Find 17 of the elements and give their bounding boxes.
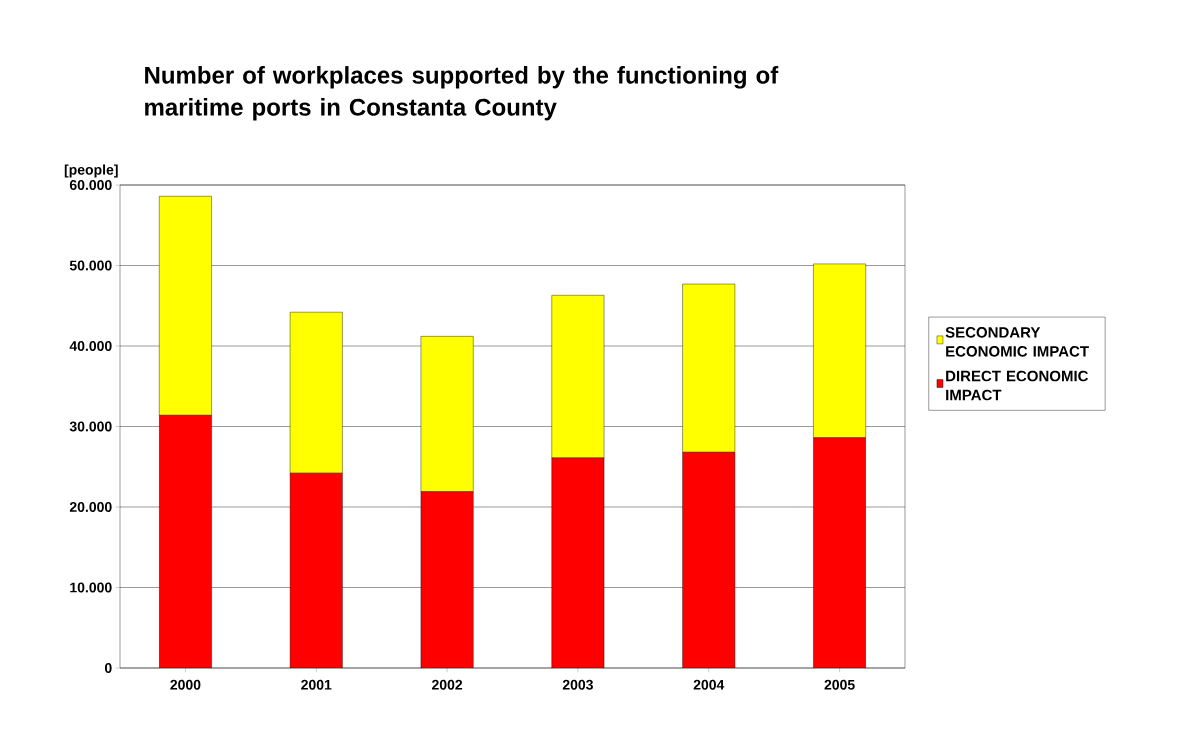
- y-tick-label: 30.000: [69, 421, 112, 432]
- legend-label: DIRECT ECONOMIC IMPACT: [946, 370, 1089, 401]
- legend-label: SECONDARY ECONOMIC IMPACT: [945, 327, 1089, 357]
- y-tick-label: 10.000: [70, 582, 112, 593]
- x-tick-label: 2002: [432, 679, 463, 690]
- x-tick-label: 2003: [562, 679, 593, 690]
- y-tick-label: 50.000: [69, 260, 112, 271]
- chart-title: Number of workplaces supported by the functioning of maritime ports in Constanta County: [145, 66, 779, 121]
- x-tick-label: 2000: [170, 679, 201, 690]
- x-tick-label: 2001: [301, 679, 332, 690]
- y-tick-label: 60.000: [69, 180, 112, 190]
- y-tick-label: 40.000: [69, 341, 112, 351]
- x-tick-label: 2004: [693, 679, 725, 690]
- y-tick-label: 20.000: [69, 502, 112, 512]
- y-tick-label: 0: [104, 663, 112, 673]
- y-axis-title: [people]: [64, 164, 118, 178]
- x-tick-label: 2005: [824, 679, 855, 690]
